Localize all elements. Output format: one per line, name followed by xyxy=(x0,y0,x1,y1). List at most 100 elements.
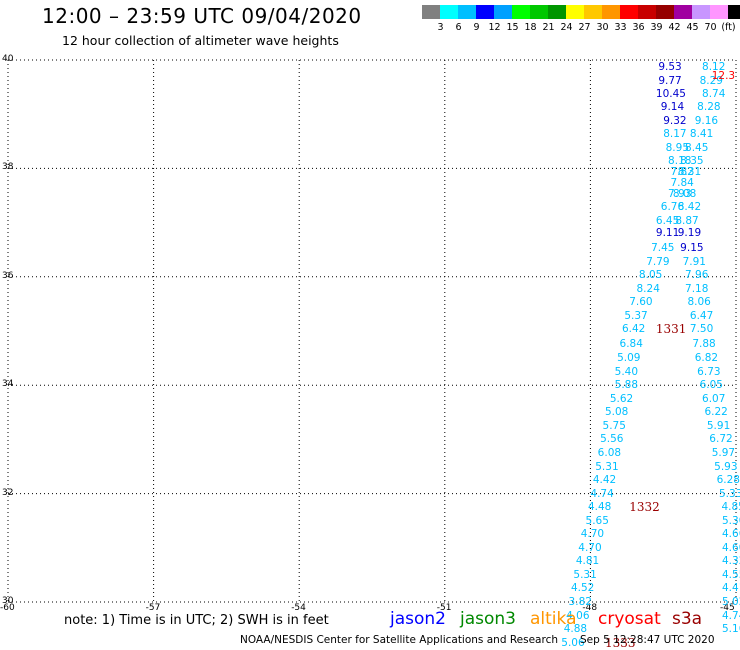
wave-height-value: 5.88 xyxy=(614,379,639,392)
wave-height-value: 5.31 xyxy=(573,568,597,581)
wave-height-value: 5.93 xyxy=(714,460,738,473)
wave-height-value: 6.76 xyxy=(660,201,685,214)
legend-jason2: jason2 xyxy=(390,609,446,629)
longitude-label: -54 xyxy=(291,603,306,613)
wave-height-value: 8.06 xyxy=(687,296,711,309)
wave-height-value: 9.15 xyxy=(680,242,704,255)
wave-height-value: 5.09 xyxy=(617,352,641,365)
wave-height-value: 4.06 xyxy=(566,609,590,622)
wave-height-value: 5.06 xyxy=(561,636,585,649)
color-swatch xyxy=(638,5,657,19)
wave-height-value: 9.14 xyxy=(660,101,685,114)
wave-height-value: 6.45 xyxy=(655,214,680,227)
wave-height-value: 1333 xyxy=(604,635,636,650)
latitude-label: 30 xyxy=(2,596,14,606)
wave-height-value: 7.88 xyxy=(692,338,716,350)
wave-height-value: 8.42 xyxy=(677,201,702,214)
wave-height-value: 5.02 xyxy=(722,596,740,608)
wave-height-value: 4.81 xyxy=(575,555,600,568)
footer-note: note: 1) Time is in UTC; 2) SWH is in fe… xyxy=(64,613,329,628)
wave-height-value: 8.12 xyxy=(702,60,726,73)
legend-cryosat: cryosat xyxy=(598,609,661,629)
wave-height-value: 7.84 xyxy=(670,177,694,190)
wave-height-value: 12.3 xyxy=(711,70,736,83)
wave-height-value: 7.60 xyxy=(629,296,653,309)
color-swatch xyxy=(620,5,639,19)
wave-height-value: 6.08 xyxy=(597,446,622,459)
wave-height-value: 8.08 xyxy=(672,187,697,200)
color-scale-label: 27 xyxy=(578,22,591,33)
generated-timestamp: Sep 5 12:28:47 UTC 2020 xyxy=(580,634,715,646)
wave-height-value: 6.42 xyxy=(621,323,646,336)
wave-height-value: 9.19 xyxy=(677,227,702,240)
wave-height-value: 5.75 xyxy=(602,419,626,432)
wave-height-value: 4.60 xyxy=(722,541,740,554)
color-swatch xyxy=(476,5,495,19)
wave-height-value: 5.33 xyxy=(719,487,740,500)
wave-height-value: 7.18 xyxy=(685,282,709,295)
wave-height-value: 1332 xyxy=(629,500,660,515)
color-scale-label: 24 xyxy=(560,22,573,33)
wave-height-value: 8.74 xyxy=(702,87,726,100)
longitude-label: -48 xyxy=(582,603,598,613)
color-scale-label: 21 xyxy=(542,22,555,33)
longitude-label: -57 xyxy=(145,603,161,613)
latitude-label: 32 xyxy=(2,487,14,498)
color-scale-label: 18 xyxy=(524,22,537,33)
wave-height-value: 4.70 xyxy=(578,541,602,554)
color-swatch xyxy=(566,5,585,19)
wave-height-value: 1331 xyxy=(655,322,687,337)
color-scale-label: 36 xyxy=(632,22,645,33)
wave-height-value: 8.17 xyxy=(663,128,687,141)
wave-height-value: 4.32 xyxy=(722,555,740,568)
color-swatch xyxy=(530,5,549,19)
wave-height-value: 6.73 xyxy=(697,365,721,378)
color-scale-label: 42 xyxy=(668,22,681,33)
color-scale-label: 3 xyxy=(437,22,444,33)
color-swatch xyxy=(422,5,441,19)
wave-height-value: 8.35 xyxy=(680,155,704,168)
wave-height-value: 4.42 xyxy=(592,474,617,487)
wave-height-value: 5.65 xyxy=(585,514,609,527)
wave-height-value: 8.45 xyxy=(685,141,709,154)
color-swatch xyxy=(656,5,675,19)
color-swatch xyxy=(602,5,621,19)
wave-height-value: 7.82 xyxy=(670,166,694,179)
latitude-label: 38 xyxy=(2,162,14,173)
color-swatch xyxy=(494,5,513,19)
wave-height-value: 5.37 xyxy=(624,309,648,322)
color-scale-label: (ft) xyxy=(721,22,736,33)
wave-height-value: 5.40 xyxy=(614,365,639,378)
longitude-label: -45 xyxy=(720,603,735,613)
wave-height-value: 8.28 xyxy=(697,101,721,114)
wave-height-value: 4.70 xyxy=(580,528,605,541)
wave-height-value: 5.56 xyxy=(600,433,624,446)
color-swatch xyxy=(512,5,531,19)
credit-text: NOAA/NESDIS Center for Satellite Applica… xyxy=(240,634,558,646)
color-scale-label: 15 xyxy=(506,22,519,33)
legend-altika: altika xyxy=(530,609,577,629)
color-swatch xyxy=(674,5,693,19)
wave-height-value: 9.11 xyxy=(655,227,680,240)
color-swatch xyxy=(692,5,711,19)
wave-height-value: 5.08 xyxy=(604,406,629,419)
wave-height-value: 4.88 xyxy=(563,623,588,636)
color-swatch xyxy=(548,5,567,19)
wave-height-value: 4.74 xyxy=(722,609,740,622)
page-title: 12:00 – 23:59 UTC 09/04/2020 xyxy=(42,4,362,28)
color-scale-label: 33 xyxy=(614,22,627,33)
wave-height-value: 8.87 xyxy=(675,214,699,227)
color-swatch xyxy=(710,5,729,19)
latitude-label: 36 xyxy=(2,270,14,281)
color-scale-label: 30 xyxy=(596,22,609,33)
wave-height-value: 7.96 xyxy=(685,269,709,282)
wave-height-value: 6.72 xyxy=(709,433,733,446)
wave-height-value: 7.45 xyxy=(651,242,675,255)
wave-height-value: 4.48 xyxy=(587,501,612,514)
longitude-label: -60 xyxy=(0,603,15,613)
wave-height-value: 4.52 xyxy=(570,582,595,595)
wave-height-value: 9.16 xyxy=(694,114,719,127)
wave-height-value: 4.74 xyxy=(590,487,614,500)
wave-height-value: 4.85 xyxy=(721,501,740,514)
color-scale-label: 12 xyxy=(488,22,501,33)
